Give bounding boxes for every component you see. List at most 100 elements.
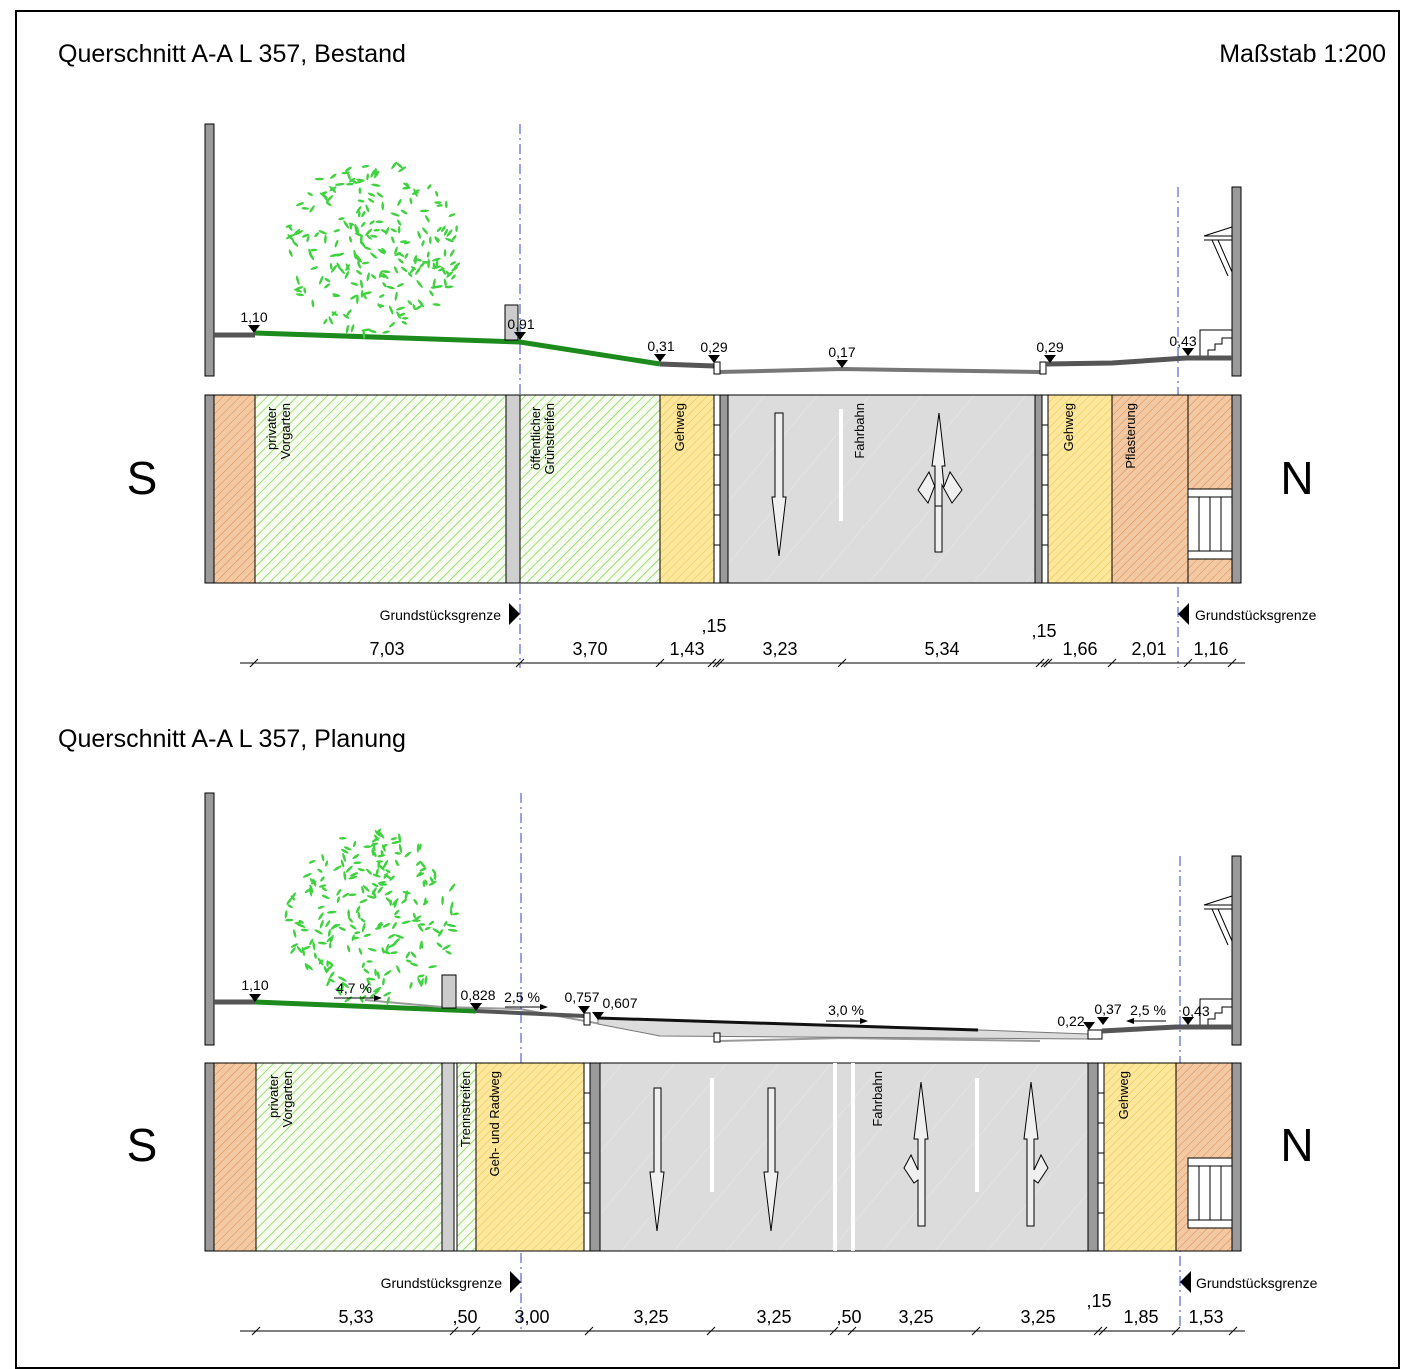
dimension-value: 5,33: [338, 1307, 373, 1327]
dimension-value: 3,70: [572, 639, 607, 659]
tree-leaf: [412, 304, 416, 310]
tree-leaf: [396, 162, 403, 169]
title-bestand: Querschnitt A-A L 357, Bestand: [58, 40, 406, 68]
tree-leaf: [443, 249, 447, 257]
tree-leaf: [414, 304, 423, 311]
tree-leaf: [309, 938, 314, 946]
tree-leaf: [324, 283, 331, 289]
tree-leaf: [401, 898, 407, 904]
tree-leaf: [396, 283, 404, 288]
tree-leaf: [414, 915, 422, 921]
tree-leaf: [367, 192, 376, 197]
tree-leaf: [443, 228, 448, 236]
tree-leaf: [361, 962, 365, 969]
tree-leaf: [437, 929, 444, 937]
zone-label-fahrbahn: Fahrbahn: [870, 1071, 885, 1127]
zone-label-gehweg: Gehweg: [672, 403, 687, 451]
tree-leaf: [444, 200, 448, 209]
tree-leaf: [357, 199, 365, 203]
tree-leaf: [309, 205, 315, 213]
dimension-value: 1,43: [669, 639, 704, 659]
tree-leaf: [306, 235, 310, 243]
tree-leaf: [348, 893, 357, 897]
tree-leaf: [378, 831, 385, 839]
tree-leaf: [329, 185, 337, 193]
tree-leaf: [446, 271, 454, 278]
tree-leaf: [436, 942, 443, 948]
tree-leaf: [318, 912, 324, 921]
tree-leaf: [336, 252, 345, 257]
dimension-value: 1,16: [1193, 639, 1228, 659]
tree-leaf: [302, 945, 311, 951]
tree-leaf: [353, 249, 357, 260]
tree-leaf: [385, 226, 390, 235]
tree-leaf: [394, 851, 401, 855]
tree-leaf: [443, 920, 448, 927]
tree-leaf: [409, 267, 416, 274]
boundary-marker-left: Grundstücksgrenze: [380, 603, 520, 625]
tree-leaf: [379, 294, 385, 298]
tree-leaf: [345, 166, 352, 172]
dimension-tick: [655, 658, 665, 668]
tree-leaf: [449, 249, 455, 257]
tree-leaf: [415, 860, 422, 866]
tree-leaf: [371, 882, 379, 888]
tree-leaf: [430, 286, 438, 289]
tree-leaf: [419, 860, 427, 869]
dimension-tick: [1035, 658, 1045, 668]
tree-leaf: [451, 234, 457, 241]
tree-leaf: [366, 234, 372, 240]
tree-leaf: [381, 843, 388, 848]
dimension-tick: [1228, 1326, 1238, 1336]
tree-leaf: [395, 859, 399, 867]
tree-leaf: [370, 842, 379, 847]
tree-leaf: [329, 253, 340, 257]
tree-leaf: [349, 177, 356, 183]
tree-leaf: [377, 881, 387, 885]
zone-label-vorgarten: privater Vorgarten: [266, 1071, 295, 1127]
compass-north-bestand: N: [1280, 452, 1313, 504]
arrow-down-icon: [763, 1087, 779, 1232]
tree-leaf: [359, 234, 363, 245]
tree-leaf: [360, 290, 364, 298]
tree-leaf: [385, 943, 390, 953]
tree-leaf: [325, 860, 329, 867]
tree-leaf: [312, 941, 316, 951]
tree-leaf: [394, 291, 398, 301]
tree-leaf: [296, 202, 305, 207]
tree-leaf: [446, 229, 453, 237]
tree-leaf: [415, 267, 421, 275]
tree-leaf: [294, 921, 303, 925]
grass-line: [254, 330, 661, 367]
tree-leaf: [417, 299, 425, 308]
tree-leaf: [367, 977, 376, 981]
height-marker: 0,757: [564, 989, 600, 1014]
tree-leaf: [447, 928, 458, 932]
tree-leaf: [318, 884, 327, 888]
tree-leaf: [351, 934, 355, 942]
tree-leaf: [334, 182, 345, 186]
tree-leaf: [428, 880, 437, 886]
tree-leaf: [455, 225, 458, 232]
height-marker: 0,29: [700, 339, 728, 363]
dimension-tick: [1183, 658, 1193, 668]
tree-leaf: [330, 264, 338, 273]
tree-leaf: [413, 898, 418, 905]
tree-leaf: [410, 962, 419, 967]
dimension-value: 3,25: [633, 1307, 668, 1327]
tree-leaf: [363, 968, 370, 974]
tree-leaf: [356, 178, 365, 182]
tree-leaf: [374, 968, 377, 977]
tree-leaf: [356, 294, 359, 304]
tree-leaf: [446, 923, 457, 928]
tree-leaf: [357, 261, 362, 269]
boundary-marker-right: Grundstücksgrenze: [1180, 1271, 1318, 1293]
tree-leaf: [341, 171, 350, 175]
tree-leaf: [318, 959, 324, 965]
tree-leaf: [326, 936, 333, 943]
tree-leaf: [319, 919, 324, 929]
tree-leaf: [377, 304, 385, 308]
tree-leaf: [390, 837, 397, 841]
arrow-right-turn-icon: [1023, 1081, 1049, 1227]
tree-leaf: [382, 922, 391, 928]
